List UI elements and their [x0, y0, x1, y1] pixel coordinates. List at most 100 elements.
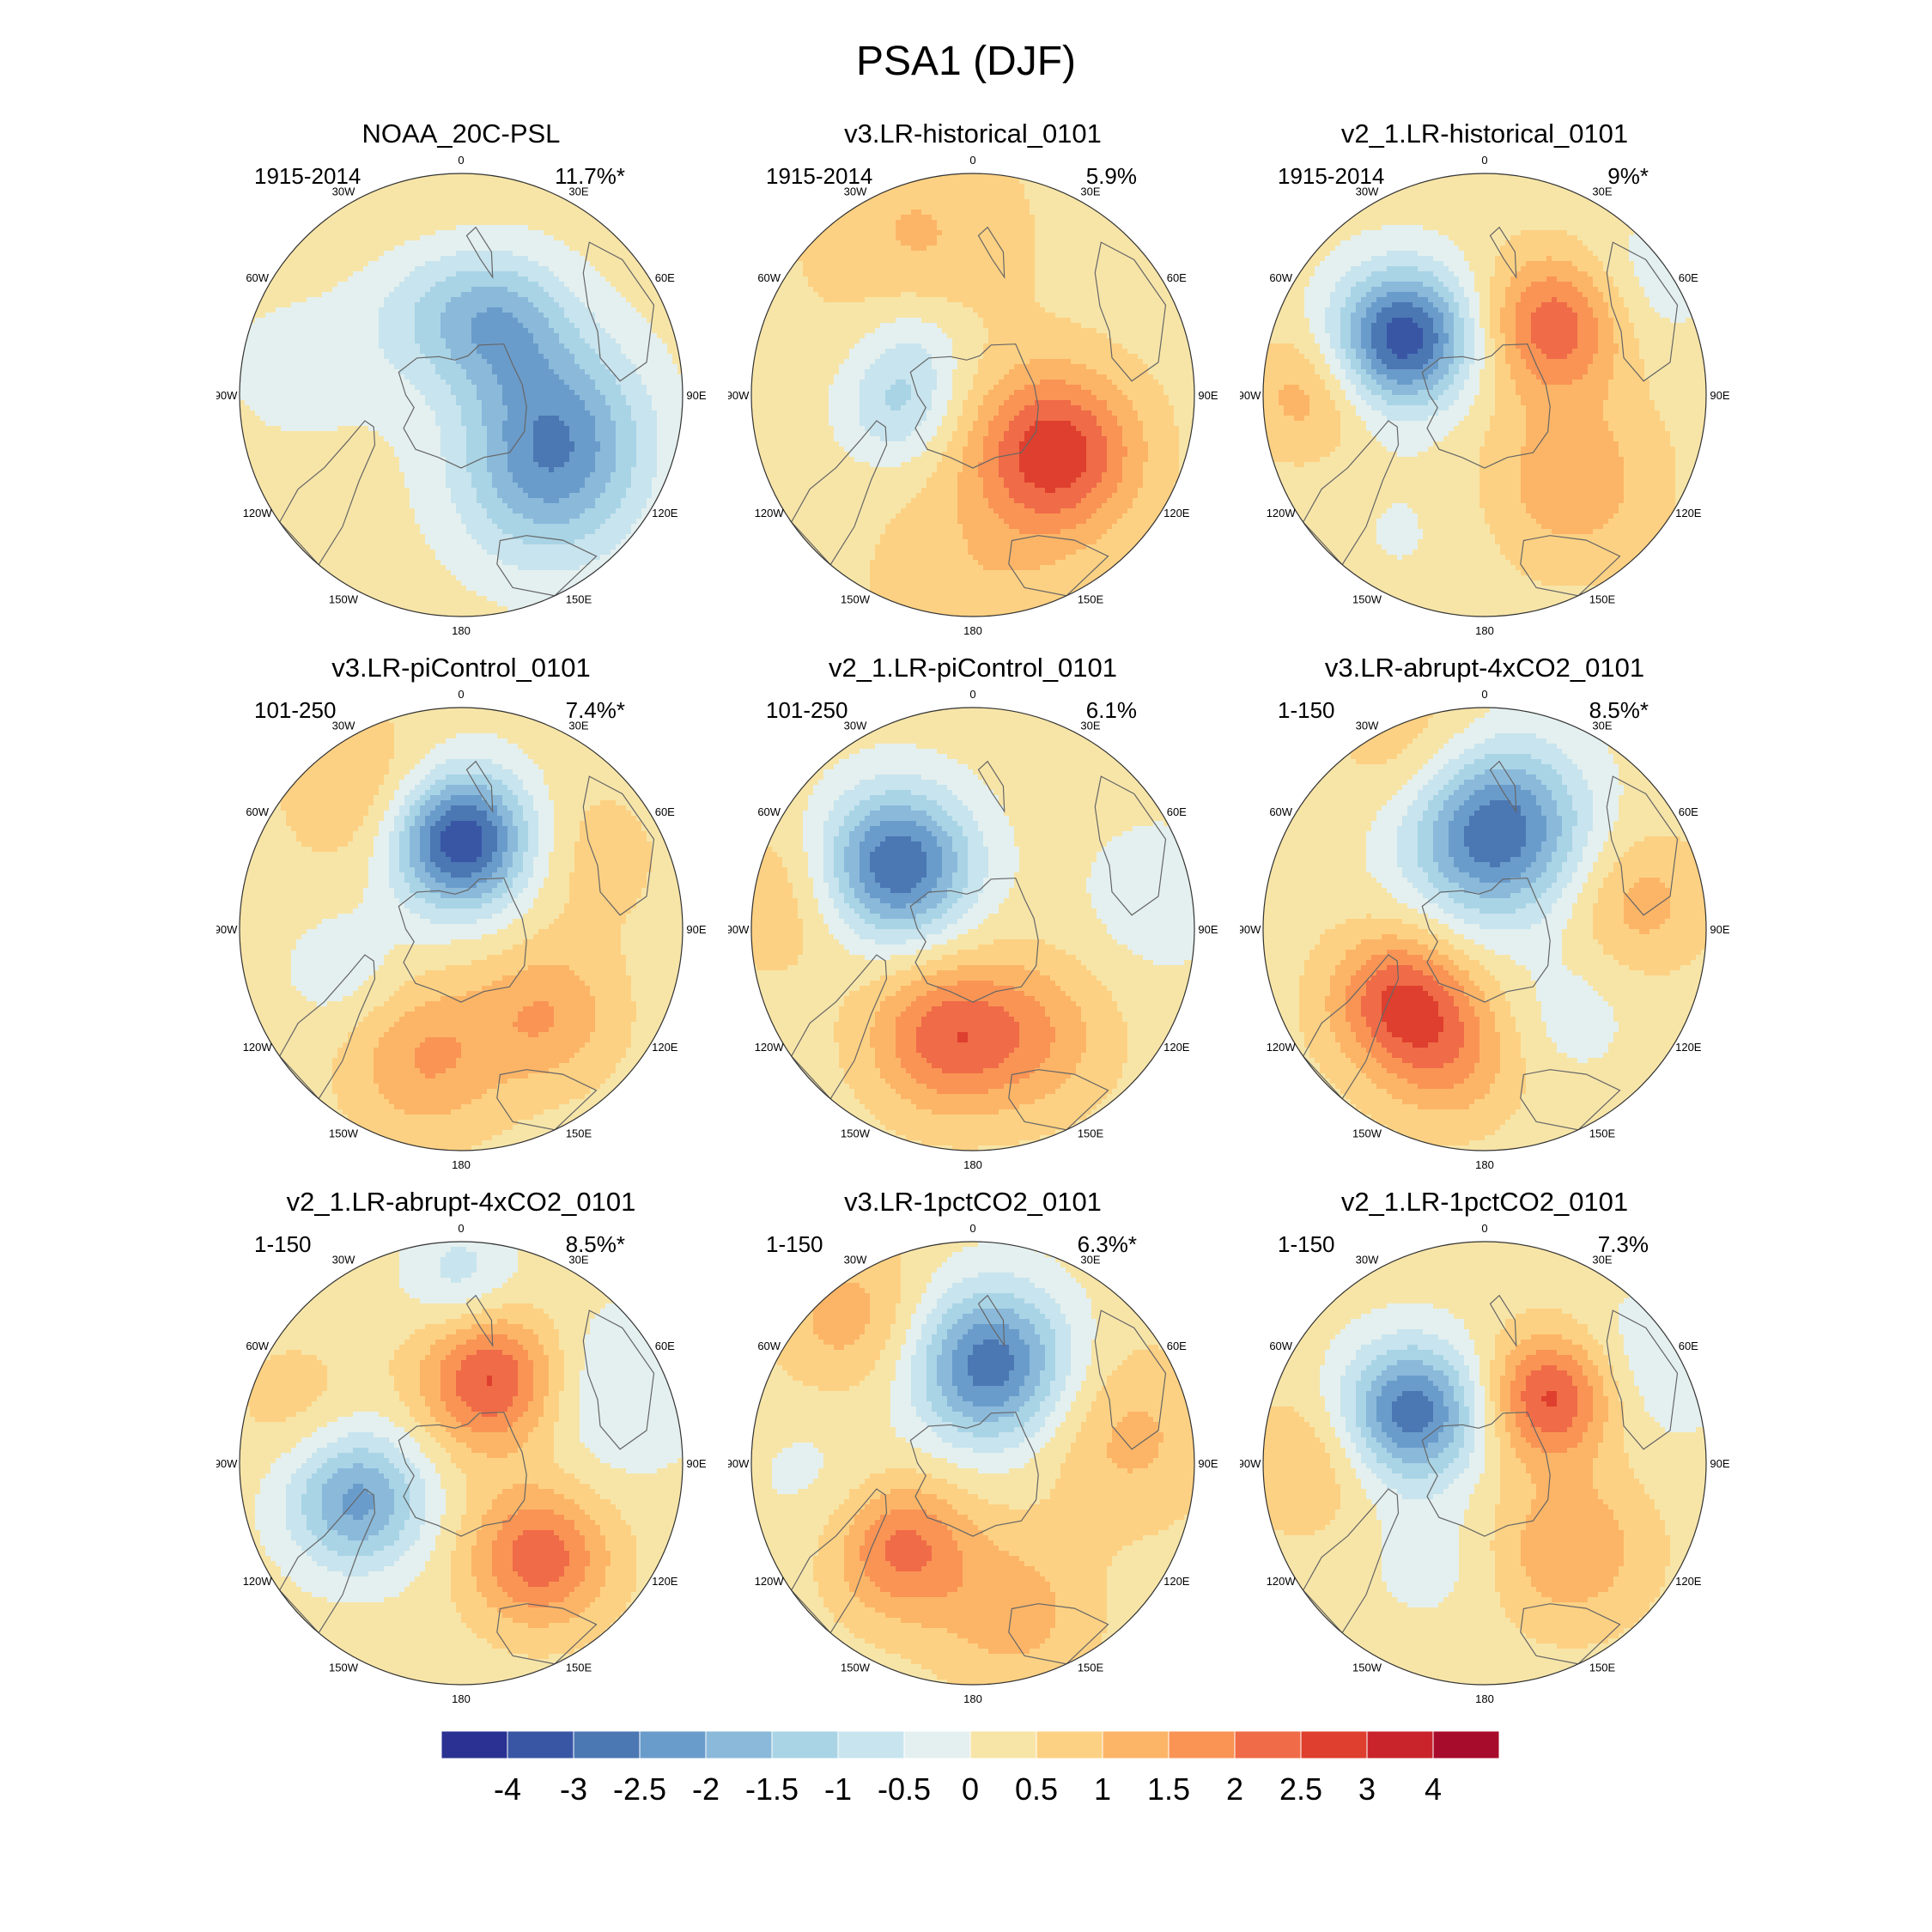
coastline: [496, 535, 598, 597]
longitude-label: 120W: [1267, 507, 1297, 519]
longitude-label: 120W: [755, 507, 785, 519]
longitude-label: 60E: [1679, 271, 1698, 284]
longitude-label: 150E: [1589, 592, 1616, 605]
panel-variance-pct: 6.1%: [1034, 697, 1137, 724]
map-border: [750, 1241, 1195, 1686]
panel-period: 1915-2014: [766, 163, 872, 190]
coastline: [398, 878, 527, 1003]
panel-period: 101-250: [766, 697, 848, 724]
longitude-label: 150W: [841, 592, 871, 605]
coastline: [1008, 1603, 1109, 1665]
panel-variance-pct: 7.3%: [1546, 1231, 1649, 1258]
panel-title: v2_1.LR-1pctCO2_0101: [1240, 1187, 1729, 1218]
longitude-label: 150W: [841, 1127, 871, 1139]
longitude-label: 60E: [655, 1340, 675, 1352]
longitude-label: 90E: [1198, 1457, 1218, 1470]
longitude-label: 180: [1475, 624, 1494, 637]
colorbar-label: 0.5: [1015, 1771, 1058, 1807]
longitude-label: 30E: [568, 1254, 588, 1267]
panel-variance-pct: 5.9%: [1034, 163, 1137, 190]
longitude-label: 150E: [1078, 1661, 1104, 1674]
polar-map: 0 30E 60E 90E 120E 150E 180 150W 120W 90W 60W 30W: [728, 1222, 1218, 1705]
map-panel: v2_1.LR-abrupt-4xCO2_0101 1-150 8.5%* 0 30E 6…: [216, 1187, 706, 1719]
longitude-label: 60E: [655, 805, 675, 818]
map-panel: v2_1.LR-1pctCO2_0101 1-150 7.3% 0 30E 60E 90E 1…: [1240, 1187, 1729, 1719]
longitude-label: 180: [1475, 1158, 1494, 1171]
colorbar-swatch: [771, 1731, 839, 1759]
longitude-label: 0: [969, 1222, 975, 1235]
colorbar-label: 0: [962, 1771, 979, 1807]
longitude-label: 120E: [1163, 507, 1190, 519]
anomaly-field: [1263, 708, 1706, 1151]
longitude-label: 90E: [1198, 923, 1218, 936]
longitude-label: 90W: [1240, 923, 1261, 936]
coastline: [1094, 775, 1167, 916]
panel-variance-pct: 8.5%*: [522, 1231, 625, 1258]
longitude-label: 120W: [1267, 1575, 1297, 1588]
map-panel: v2_1.LR-piControl_0101 101-250 6.1% 0 30E 60E…: [728, 653, 1218, 1185]
polar-map: 0 30E 60E 90E 120E 150E 180 150W 120W 90W 60W 30W: [1240, 154, 1729, 637]
colorbar-label: 2: [1226, 1771, 1243, 1807]
longitude-label: 120E: [1675, 507, 1702, 519]
map-panel: v3.LR-historical_0101 1915-2014 5.9% 0 30E 60…: [728, 118, 1218, 651]
panel-period: 1-150: [254, 1231, 312, 1258]
longitude-label: 60W: [246, 271, 269, 284]
longitude-label: 0: [1481, 154, 1487, 167]
coastline: [1606, 775, 1679, 916]
longitude-label: 90E: [1198, 389, 1218, 402]
longitude-label: 90E: [1710, 923, 1729, 936]
longitude-label: 180: [452, 1692, 471, 1705]
map-border: [1262, 1241, 1707, 1686]
longitude-label: 90W: [728, 1457, 750, 1470]
polar-map: 0 30E 60E 90E 120E 150E 180 150W 120W 90W 60W 30W: [1240, 688, 1729, 1171]
longitude-label: 60W: [757, 805, 781, 818]
panel-title: v3.LR-1pctCO2_0101: [728, 1187, 1218, 1218]
colorbar-swatch: [1432, 1731, 1500, 1759]
coastline: [977, 760, 1005, 813]
longitude-label: 90W: [728, 389, 750, 402]
coastline: [1606, 241, 1679, 382]
coastline: [496, 1603, 598, 1665]
panel-title: v3.LR-piControl_0101: [216, 653, 706, 683]
map-border: [239, 173, 683, 617]
longitude-label: 30W: [1356, 185, 1379, 198]
panel-period: 1915-2014: [254, 163, 361, 190]
longitude-label: 30W: [844, 185, 867, 198]
longitude-label: 90E: [686, 1457, 706, 1470]
colorbar-swatch: [903, 1731, 971, 1759]
longitude-label: 120E: [1675, 1041, 1702, 1054]
longitude-label: 120E: [1163, 1575, 1190, 1588]
anomaly-field: [240, 708, 683, 1151]
coastline: [1520, 535, 1621, 597]
coastline: [977, 1294, 1005, 1347]
colorbar-label: 4: [1425, 1771, 1442, 1807]
longitude-label: 150W: [1352, 1661, 1382, 1674]
longitude-label: 120E: [652, 1575, 678, 1588]
longitude-label: 150E: [1589, 1661, 1616, 1674]
longitude-label: 60E: [655, 271, 675, 284]
coastline: [909, 1412, 1039, 1537]
colorbar-label: -4: [494, 1771, 521, 1807]
panel-period: 1-150: [1278, 697, 1335, 724]
colorbar-swatch: [1168, 1731, 1236, 1759]
coastline: [1520, 1603, 1621, 1665]
coastline: [1489, 760, 1517, 813]
map-border: [239, 1241, 683, 1686]
map-panel: NOAA_20C-PSL 1915-2014 11.7%* 0 30E 60E 90E 120…: [216, 118, 706, 651]
longitude-label: 0: [458, 154, 464, 167]
longitude-label: 120W: [243, 507, 273, 519]
longitude-label: 120W: [243, 1041, 273, 1054]
longitude-label: 60W: [246, 805, 269, 818]
figure-title: PSA1 (DJF): [0, 38, 1932, 85]
longitude-label: 180: [1475, 1692, 1494, 1705]
longitude-label: 90E: [1710, 389, 1729, 402]
coastline: [582, 1309, 655, 1450]
coastline: [465, 1294, 494, 1347]
longitude-label: 90E: [686, 389, 706, 402]
longitude-label: 30E: [568, 720, 588, 732]
polar-map: 0 30E 60E 90E 120E 150E 180 150W 120W 90W 60W 30W: [1240, 1222, 1729, 1705]
colorbar-swatch: [837, 1731, 905, 1759]
longitude-label: 60W: [1269, 805, 1292, 818]
longitude-label: 150E: [566, 1127, 592, 1139]
longitude-label: 0: [969, 688, 975, 701]
